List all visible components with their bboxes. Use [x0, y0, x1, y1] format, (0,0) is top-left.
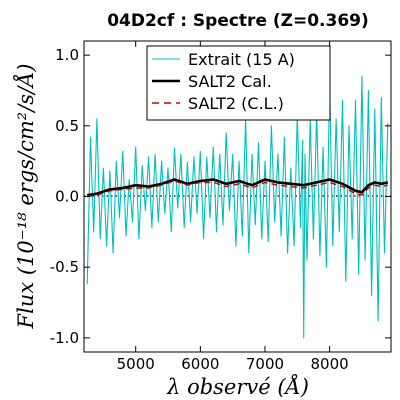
- series-line-extrait: [86, 75, 389, 339]
- legend-box: [146, 45, 331, 121]
- legend-label: SALT2 Cal.: [188, 72, 272, 91]
- series-line-salt2-cal: [87, 178, 389, 197]
- y-ticks: 1.0 0.5 0.0 -0.5 -1.0: [50, 46, 391, 347]
- x-tick-label: 6000: [181, 355, 219, 373]
- x-tick-label: 7000: [246, 355, 284, 373]
- y-tick-label: 1.0: [55, 46, 79, 64]
- x-axis-label: λ observé (Å): [166, 374, 309, 399]
- y-tick-label: 0.5: [55, 117, 79, 135]
- series-line-salt2-cl: [87, 180, 388, 198]
- legend-label: Extrait (15 A): [188, 50, 295, 69]
- y-tick-label: -0.5: [50, 258, 79, 276]
- y-tick-label: -1.0: [50, 329, 79, 347]
- x-tick-label: 8000: [311, 355, 349, 373]
- series-layer: [86, 75, 389, 339]
- y-tick-label: 0.0: [55, 188, 79, 206]
- legend-label: SALT2 (C.L.): [188, 94, 284, 113]
- legend: Extrait (15 A) SALT2 Cal. SALT2 (C.L.): [146, 45, 331, 121]
- y-axis-label: Flux (10⁻¹⁸ ergs/cm²/s/Å): [13, 64, 38, 330]
- x-tick-label: 5000: [117, 355, 155, 373]
- chart-title: 04D2cf : Spectre (Z=0.369): [107, 11, 369, 31]
- x-ticks: 5000 6000 7000 8000: [117, 41, 349, 373]
